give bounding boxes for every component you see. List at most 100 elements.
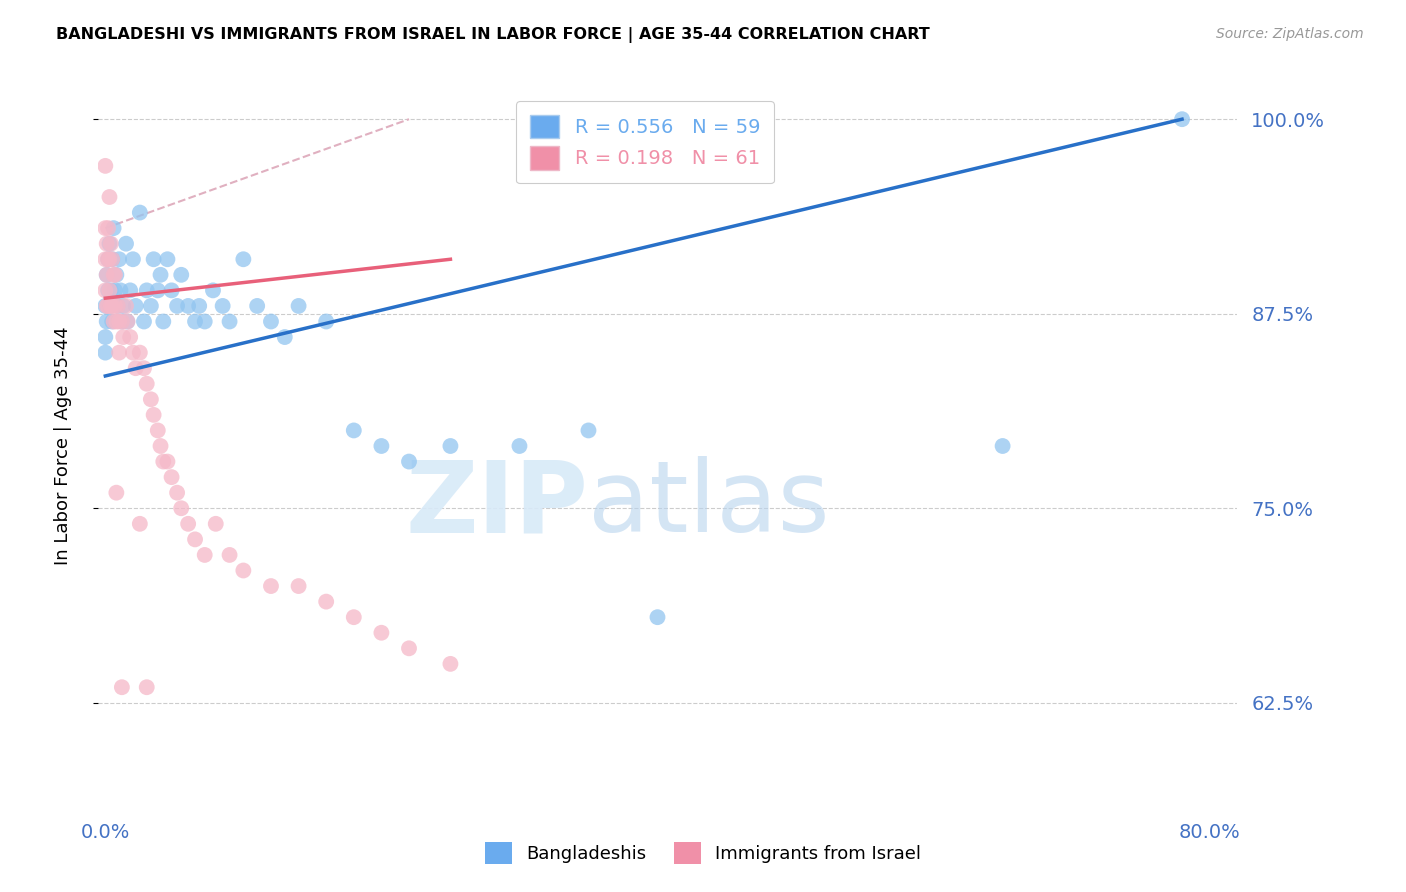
Point: [94, 299, 117, 313]
Point: [97, 221, 120, 235]
Text: Source: ZipAtlas.com: Source: ZipAtlas.com: [1216, 27, 1364, 41]
Legend: R = 0.556   N = 59, R = 0.198   N = 61: R = 0.556 N = 59, R = 0.198 N = 61: [516, 101, 773, 184]
Point: [94, 221, 117, 235]
Point: [132, 361, 155, 376]
Point: [120, 284, 142, 298]
Point: [110, 284, 132, 298]
Point: [177, 516, 200, 531]
Point: [132, 314, 155, 328]
Point: [343, 610, 366, 624]
Point: [139, 299, 162, 313]
Point: [111, 314, 134, 328]
Point: [135, 680, 157, 694]
Point: [991, 439, 1014, 453]
Point: [135, 284, 157, 298]
Point: [117, 314, 139, 328]
Point: [97, 299, 120, 313]
Point: [94, 330, 117, 344]
Point: [122, 252, 145, 267]
Point: [218, 548, 240, 562]
Point: [398, 641, 420, 656]
Point: [94, 252, 117, 267]
Point: [120, 330, 142, 344]
Point: [97, 284, 120, 298]
Point: [1171, 112, 1194, 127]
Point: [104, 299, 127, 313]
Point: [156, 252, 179, 267]
Point: [101, 299, 124, 313]
Point: [177, 299, 200, 313]
Point: [149, 268, 172, 282]
Point: [108, 345, 131, 359]
Point: [439, 657, 461, 671]
Point: [117, 314, 139, 328]
Point: [108, 314, 131, 328]
Point: [100, 299, 122, 313]
Point: [398, 454, 420, 468]
Text: ZIP: ZIP: [405, 456, 588, 553]
Point: [160, 470, 183, 484]
Point: [94, 345, 117, 359]
Point: [107, 299, 129, 313]
Point: [128, 205, 150, 219]
Point: [343, 424, 366, 438]
Point: [98, 252, 121, 267]
Point: [100, 284, 122, 298]
Y-axis label: In Labor Force | Age 35-44: In Labor Force | Age 35-44: [53, 326, 72, 566]
Point: [142, 252, 165, 267]
Point: [232, 564, 254, 578]
Point: [98, 190, 121, 204]
Point: [105, 485, 128, 500]
Point: [139, 392, 162, 407]
Point: [232, 252, 254, 267]
Point: [135, 376, 157, 391]
Point: [218, 314, 240, 328]
Point: [101, 252, 124, 267]
Point: [184, 314, 207, 328]
Point: [96, 268, 118, 282]
Point: [156, 454, 179, 468]
Point: [105, 314, 128, 328]
Point: [201, 284, 224, 298]
Point: [274, 330, 297, 344]
Point: [115, 236, 138, 251]
Point: [101, 252, 124, 267]
Point: [146, 284, 169, 298]
Point: [166, 485, 188, 500]
Point: [96, 299, 118, 313]
Text: BANGLADESHI VS IMMIGRANTS FROM ISRAEL IN LABOR FORCE | AGE 35-44 CORRELATION CHA: BANGLADESHI VS IMMIGRANTS FROM ISRAEL IN…: [56, 27, 929, 43]
Point: [111, 314, 134, 328]
Point: [122, 345, 145, 359]
Point: [105, 268, 128, 282]
Point: [184, 533, 207, 547]
Point: [115, 299, 138, 313]
Point: [160, 284, 183, 298]
Point: [98, 236, 121, 251]
Point: [125, 361, 148, 376]
Point: [211, 299, 233, 313]
Point: [128, 516, 150, 531]
Point: [508, 439, 530, 453]
Point: [578, 424, 600, 438]
Point: [194, 548, 217, 562]
Point: [204, 516, 226, 531]
Point: [103, 268, 125, 282]
Point: [194, 314, 217, 328]
Point: [260, 579, 283, 593]
Point: [188, 299, 211, 313]
Point: [100, 236, 122, 251]
Point: [104, 284, 127, 298]
Point: [260, 314, 283, 328]
Point: [103, 314, 125, 328]
Point: [146, 424, 169, 438]
Point: [170, 501, 193, 516]
Text: atlas: atlas: [588, 456, 830, 553]
Point: [142, 408, 165, 422]
Point: [370, 625, 392, 640]
Point: [128, 345, 150, 359]
Point: [370, 439, 392, 453]
Point: [287, 579, 309, 593]
Point: [96, 236, 118, 251]
Point: [103, 221, 125, 235]
Point: [287, 299, 309, 313]
